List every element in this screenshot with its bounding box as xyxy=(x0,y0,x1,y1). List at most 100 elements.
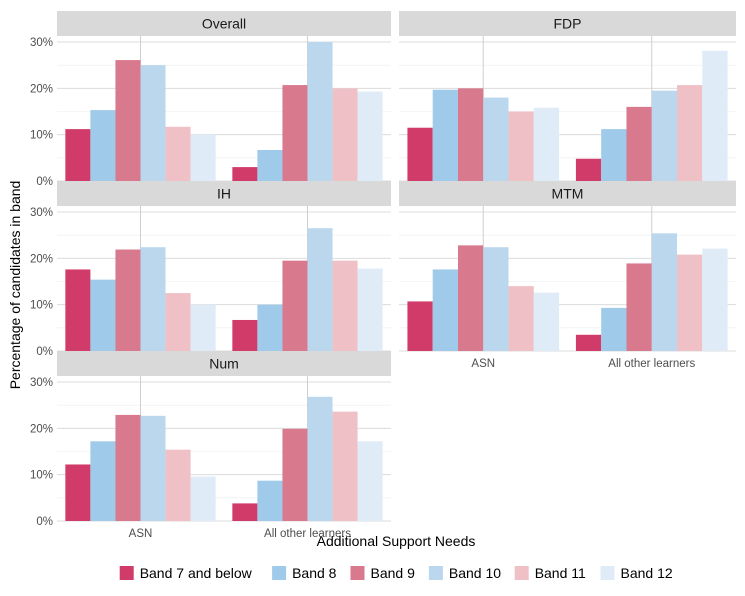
y-tick-label: 0% xyxy=(36,516,53,528)
bar-overall-asn-band-10 xyxy=(140,65,166,181)
bar-fdp-asn-band-8 xyxy=(432,89,458,181)
panel-fdp: FDP xyxy=(399,11,736,182)
bar-overall-asn-band-8 xyxy=(90,110,116,181)
bar-num-all-other-learners-band-10 xyxy=(307,396,333,521)
bar-overall-all-other-learners-band-8 xyxy=(257,149,283,181)
bar-ih-all-other-learners-band-10 xyxy=(307,228,333,351)
bar-overall-asn-band-11 xyxy=(165,126,191,181)
legend-key-band-8 xyxy=(272,566,287,580)
bar-fdp-asn-band-10 xyxy=(483,97,509,181)
legend-label-band-12: Band 12 xyxy=(621,565,673,581)
x-tick-label: ASN xyxy=(471,358,495,370)
panel-strip xyxy=(57,11,391,36)
bar-mtm-asn-band-12 xyxy=(533,292,560,351)
bar-num-asn-band-8 xyxy=(90,441,116,521)
bar-ih-asn-band-10 xyxy=(140,247,166,351)
y-tick-label: 20% xyxy=(30,253,53,265)
panel-strip xyxy=(399,181,736,206)
bar-overall-all-other-learners-band-11 xyxy=(332,88,358,181)
bar-num-asn-band-9 xyxy=(115,414,141,521)
legend-key-band-10 xyxy=(428,566,443,580)
x-tick-label: All other learners xyxy=(608,358,695,370)
legend-label-band-11: Band 11 xyxy=(535,565,586,581)
legend-key-band-7-and-below xyxy=(119,566,134,580)
bar-ih-all-other-learners-band-9 xyxy=(282,260,308,351)
bar-overall-all-other-learners-band-12 xyxy=(357,91,383,181)
y-tick-label: 20% xyxy=(30,423,53,435)
bar-ih-all-other-learners-band-8 xyxy=(257,304,283,351)
bar-fdp-all-other-learners-band-8 xyxy=(601,129,627,181)
legend-label-band-7-and-below: Band 7 and below xyxy=(140,565,253,581)
y-tick-label: 10% xyxy=(30,300,53,312)
y-tick-label: 10% xyxy=(30,470,53,482)
legend-key-band-11 xyxy=(514,566,529,580)
legend-key-band-12 xyxy=(600,566,615,580)
bar-overall-asn-band-9 xyxy=(115,60,141,181)
panels-layer: Overall 0% 10% 20% 30% FDP IH 0% 10% 20% 30% MTM ASN… xyxy=(30,11,736,540)
bar-ih-asn-band-8 xyxy=(90,279,116,351)
panel-strip xyxy=(57,181,391,206)
x-tick-label: ASN xyxy=(129,528,153,540)
panel-title: Overall xyxy=(202,16,246,32)
bar-fdp-asn-band-9 xyxy=(457,88,484,181)
bar-fdp-asn-band-12 xyxy=(533,107,560,181)
bar-fdp-all-other-learners-band-7-and-below xyxy=(575,158,602,181)
panel-strip xyxy=(399,11,736,36)
legend-label-band-10: Band 10 xyxy=(449,565,501,581)
bar-mtm-all-other-learners-band-10 xyxy=(651,233,678,351)
panel-title: MTM xyxy=(552,186,584,202)
bar-mtm-asn-band-11 xyxy=(508,286,534,351)
bar-mtm-all-other-learners-band-8 xyxy=(601,307,627,351)
y-tick-label: 20% xyxy=(30,83,53,95)
bar-num-asn-band-10 xyxy=(140,415,166,521)
bar-ih-asn-band-12 xyxy=(190,304,216,351)
y-tick-label: 30% xyxy=(30,207,53,219)
bar-overall-asn-band-7-and-below xyxy=(65,129,91,181)
bar-mtm-asn-band-10 xyxy=(483,247,509,351)
y-tick-label: 0% xyxy=(36,176,53,188)
bar-num-asn-band-7-and-below xyxy=(65,464,91,521)
bar-fdp-all-other-learners-band-11 xyxy=(677,85,703,181)
panel-mtm: MTM ASN All other learners xyxy=(399,181,736,370)
panel-title: Num xyxy=(209,356,239,372)
bar-overall-asn-band-12 xyxy=(190,134,216,181)
y-axis-title: Percentage of candidates in band xyxy=(7,181,23,390)
bar-mtm-asn-band-7-and-below xyxy=(407,301,433,351)
bar-mtm-asn-band-9 xyxy=(457,245,484,351)
bar-overall-all-other-learners-band-10 xyxy=(307,42,333,181)
bar-fdp-asn-band-11 xyxy=(508,111,534,181)
bar-mtm-all-other-learners-band-11 xyxy=(677,254,703,351)
bar-fdp-all-other-learners-band-10 xyxy=(651,90,678,181)
y-tick-label: 0% xyxy=(36,346,53,358)
bar-fdp-asn-band-7-and-below xyxy=(407,127,433,181)
bar-fdp-all-other-learners-band-12 xyxy=(702,50,728,181)
bar-mtm-asn-band-8 xyxy=(432,269,458,351)
bar-num-all-other-learners-band-11 xyxy=(332,411,358,521)
bar-ih-all-other-learners-band-12 xyxy=(357,268,383,351)
bar-ih-asn-band-11 xyxy=(165,293,191,351)
bar-mtm-all-other-learners-band-7-and-below xyxy=(575,334,602,351)
x-tick-label: All other learners xyxy=(264,528,351,540)
bar-ih-all-other-learners-band-11 xyxy=(332,260,358,351)
bar-overall-all-other-learners-band-7-and-below xyxy=(232,167,258,181)
panel-overall: Overall 0% 10% 20% 30% xyxy=(30,11,391,188)
bar-fdp-all-other-learners-band-9 xyxy=(626,106,652,181)
panel-ih: IH 0% 10% 20% 30% xyxy=(30,181,391,358)
bar-num-all-other-learners-band-8 xyxy=(257,480,283,521)
legend-key-band-9 xyxy=(350,566,365,580)
legend-label-band-8: Band 8 xyxy=(292,565,337,581)
bar-ih-asn-band-7-and-below xyxy=(65,269,91,351)
bar-num-all-other-learners-band-7-and-below xyxy=(232,503,258,521)
legend: Band 7 and below Band 8 Band 9 Band 10 Band … xyxy=(119,565,673,581)
panel-title: FDP xyxy=(554,16,582,32)
y-tick-label: 10% xyxy=(30,130,53,142)
panel-strip xyxy=(57,351,391,376)
bar-ih-asn-band-9 xyxy=(115,249,141,351)
bar-mtm-all-other-learners-band-9 xyxy=(626,263,652,351)
x-axis-title: Additional Support Needs xyxy=(317,533,476,549)
panel-title: IH xyxy=(217,186,231,202)
legend-label-band-9: Band 9 xyxy=(371,565,416,581)
bar-num-all-other-learners-band-12 xyxy=(357,441,383,521)
bar-num-asn-band-11 xyxy=(165,449,191,521)
